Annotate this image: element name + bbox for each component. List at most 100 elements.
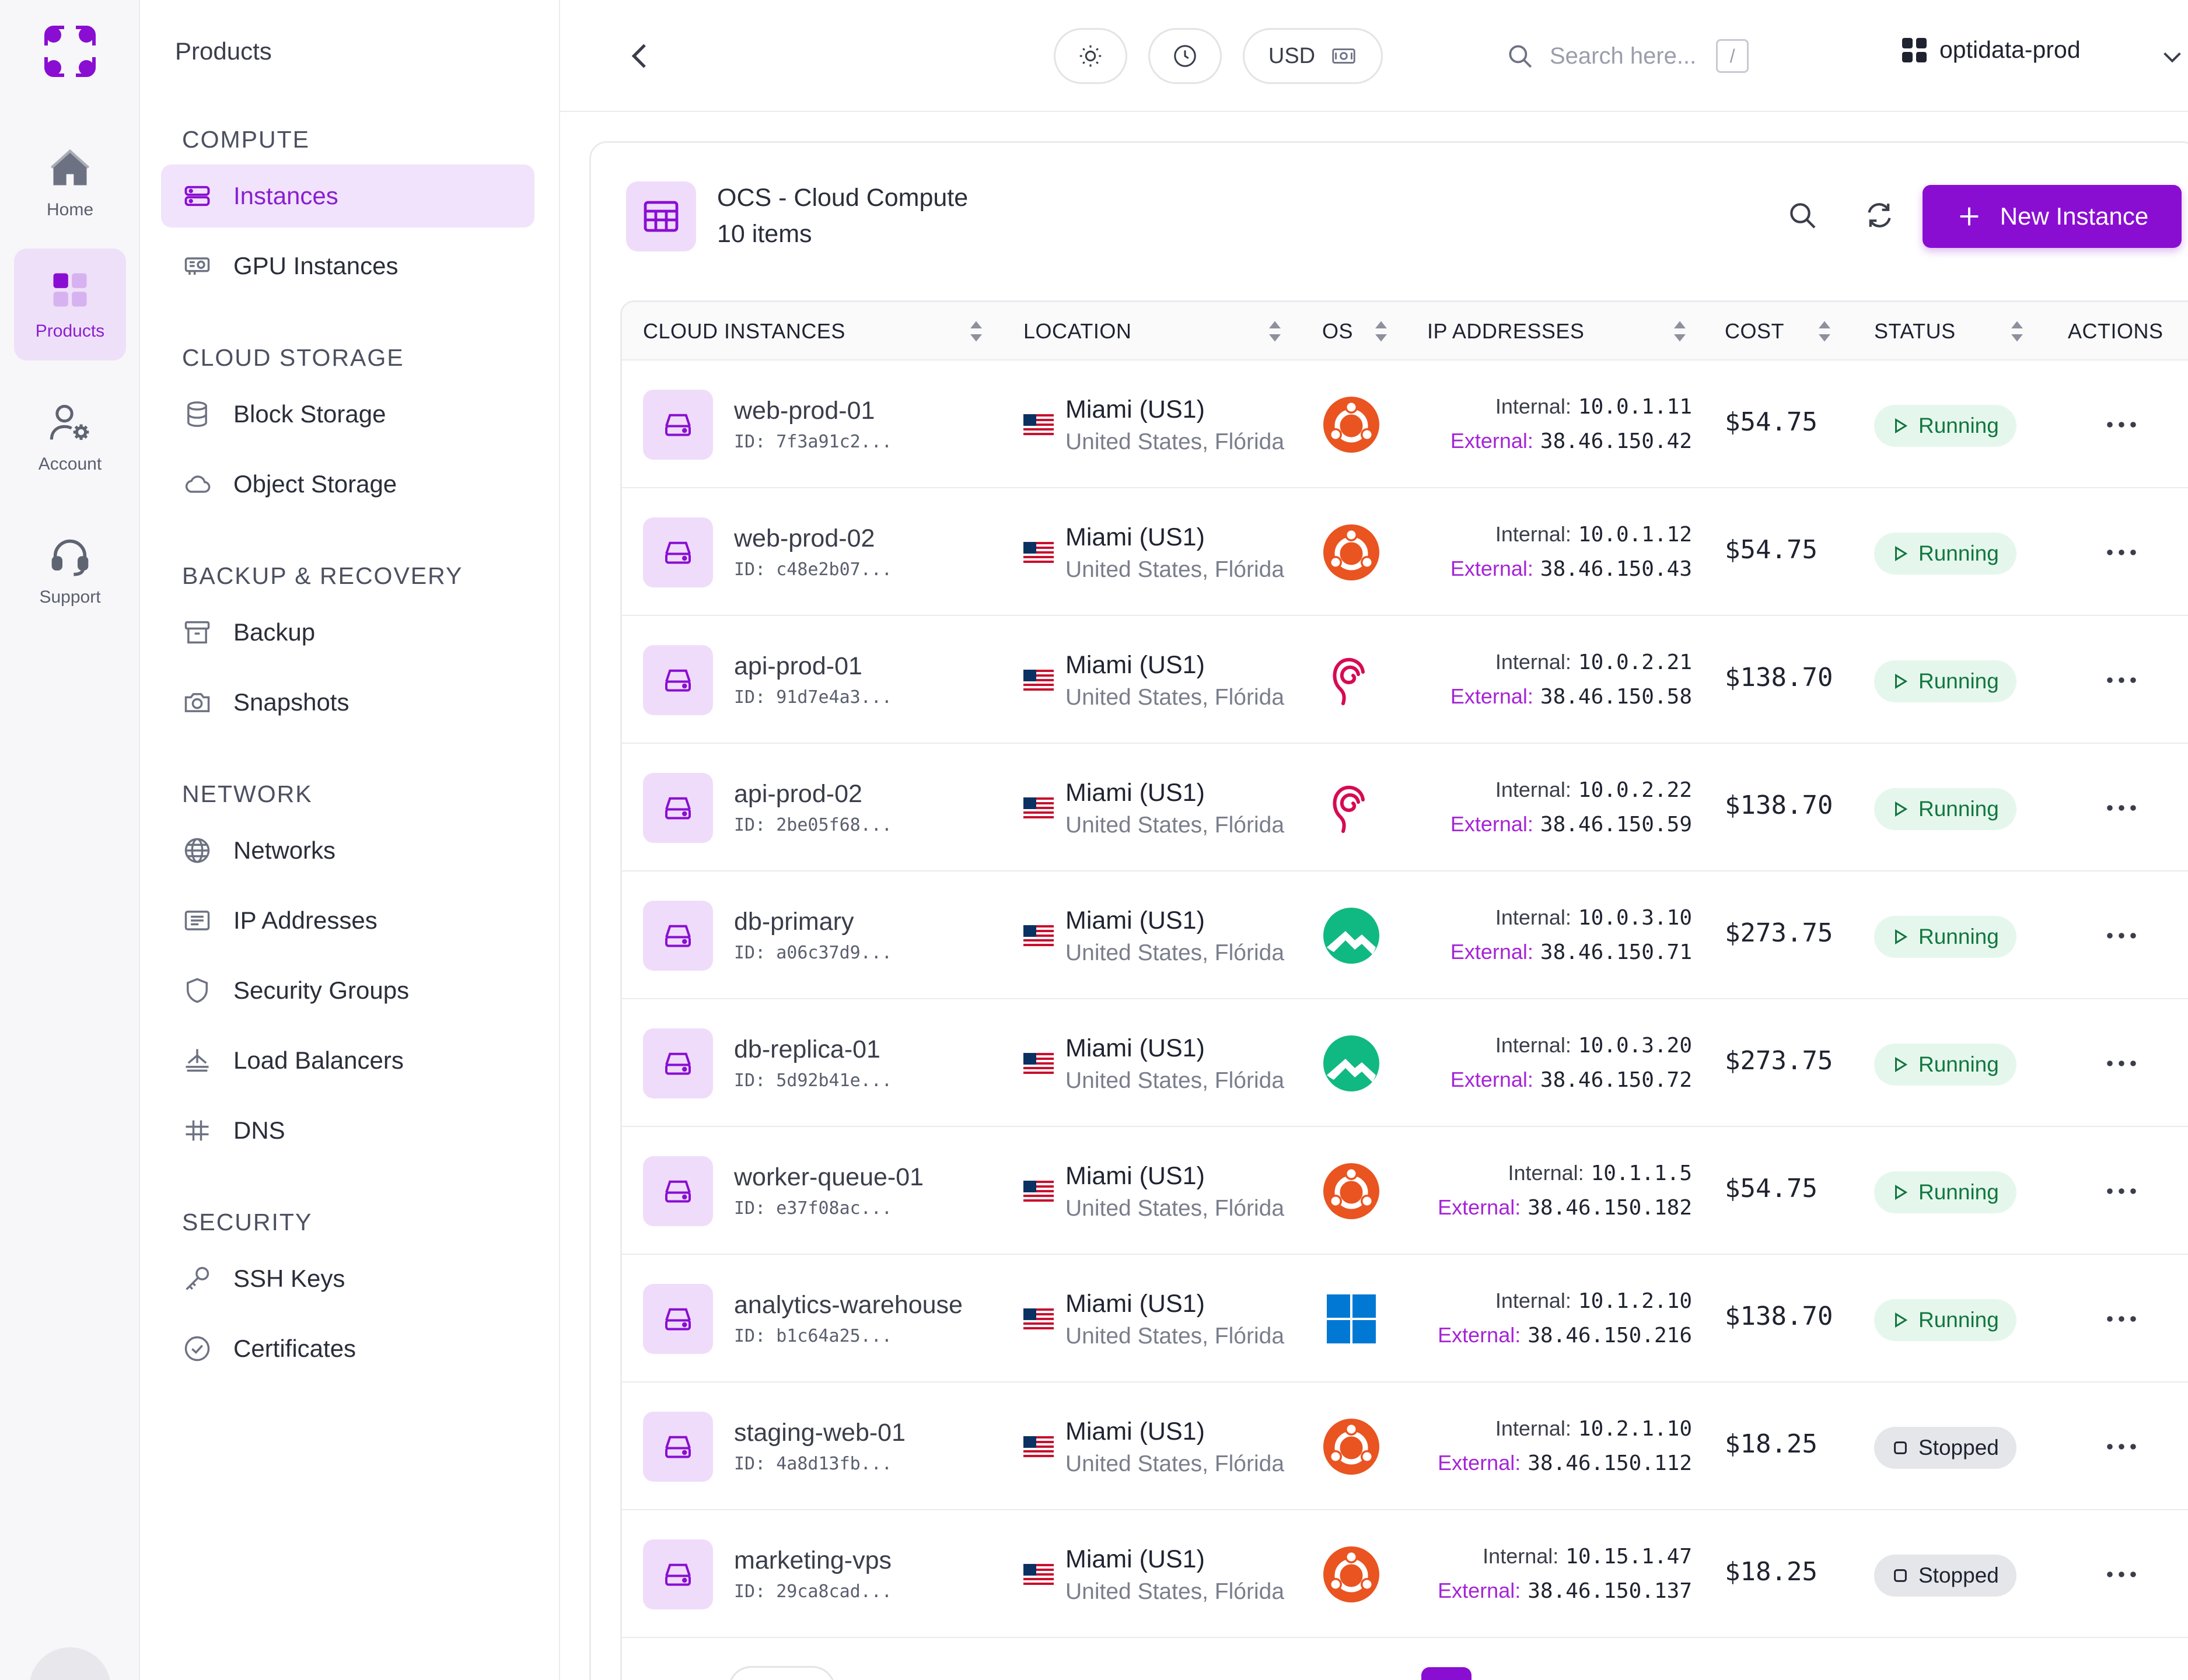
column-header-ip-addresses[interactable]: IP ADDRESSES <box>1427 319 1585 343</box>
sidebar-item-label: SSH Keys <box>233 1265 345 1292</box>
back-chevron-icon[interactable] <box>624 40 657 72</box>
instance-name[interactable]: web-prod-02 <box>734 524 875 552</box>
instance-name[interactable]: analytics-warehouse <box>734 1291 963 1319</box>
more-actions-icon[interactable] <box>2104 796 2139 820</box>
location-name: Miami (US1) <box>1065 396 1205 424</box>
us-flag-icon <box>1023 797 1054 818</box>
instance-id: ID: 7f3a91c2... <box>734 432 892 452</box>
table-row[interactable]: db-primary ID: a06c37d9... Miami (US1) U… <box>622 872 2188 999</box>
more-actions-icon[interactable] <box>2104 413 2139 436</box>
instances-card: OCS - Cloud Compute 10 items New Instanc… <box>589 141 2188 1680</box>
user-avatar[interactable] <box>29 1647 111 1680</box>
rail-item-account[interactable]: Account <box>14 382 126 494</box>
sort-icon[interactable] <box>1266 320 1284 343</box>
table-row[interactable]: marketing-vps ID: 29ca8cad... Miami (US1… <box>622 1510 2188 1638</box>
sidebar-item-ip-addresses[interactable]: IP Addresses <box>161 889 534 952</box>
sort-icon[interactable] <box>1372 320 1390 343</box>
sidebar-item-ssh-keys[interactable]: SSH Keys <box>161 1247 534 1310</box>
column-header-location[interactable]: LOCATION <box>1023 319 1132 343</box>
sidebar-item-block-storage[interactable]: Block Storage <box>161 383 534 446</box>
location-name: Miami (US1) <box>1065 1162 1205 1190</box>
search-icon <box>1509 45 1532 68</box>
sidebar-item-instances[interactable]: Instances <box>161 164 534 228</box>
chevron-down-icon[interactable] <box>2159 43 2186 70</box>
instance-name[interactable]: db-primary <box>734 908 854 936</box>
sidebar-item-networks[interactable]: Networks <box>161 819 534 882</box>
global-search[interactable]: Search here... / <box>1505 34 1749 78</box>
search-icon[interactable] <box>1786 199 1819 232</box>
currency-selector[interactable]: USD <box>1243 28 1383 84</box>
internal-ip: Internal: 10.0.3.20 <box>1495 1033 1692 1058</box>
sidebar-item-load-balancers[interactable]: Load Balancers <box>161 1029 534 1092</box>
history-button[interactable] <box>1148 28 1222 84</box>
column-header-cost[interactable]: COST <box>1725 319 1785 343</box>
hard-drive-icon <box>643 773 713 843</box>
table-row[interactable]: api-prod-02 ID: 2be05f68... Miami (US1) … <box>622 744 2188 872</box>
table-row[interactable]: web-prod-02 ID: c48e2b07... Miami (US1) … <box>622 488 2188 616</box>
refresh-icon[interactable] <box>1863 199 1896 232</box>
more-actions-icon[interactable] <box>2104 1435 2139 1458</box>
theme-toggle-button[interactable] <box>1054 28 1127 84</box>
sort-icon[interactable] <box>1671 320 1689 343</box>
more-actions-icon[interactable] <box>2104 1052 2139 1075</box>
sidebar-item-gpu-instances[interactable]: GPU Instances <box>161 235 534 298</box>
more-actions-icon[interactable] <box>2104 541 2139 564</box>
external-ip-label: External: <box>1450 429 1533 453</box>
sidebar-item-label: Security Groups <box>233 977 410 1004</box>
table-row[interactable]: staging-web-01 ID: 4a8d13fb... Miami (US… <box>622 1382 2188 1510</box>
os-logo-slot <box>1322 1290 1380 1348</box>
table-row[interactable]: worker-queue-01 ID: e37f08ac... Miami (U… <box>622 1127 2188 1255</box>
status-badge: Running <box>1874 1299 2016 1341</box>
new-instance-button[interactable]: New Instance <box>1923 185 2182 248</box>
more-actions-icon[interactable] <box>2104 1307 2139 1331</box>
instance-name[interactable]: staging-web-01 <box>734 1419 906 1447</box>
instance-name[interactable]: api-prod-01 <box>734 652 862 680</box>
more-actions-icon[interactable] <box>2104 668 2139 692</box>
brand-logo[interactable] <box>41 22 99 80</box>
more-actions-icon[interactable] <box>2104 1180 2139 1203</box>
table-row[interactable]: db-replica-01 ID: 5d92b41e... Miami (US1… <box>622 999 2188 1127</box>
sidebar-item-object-storage[interactable]: Object Storage <box>161 453 534 516</box>
table-row[interactable]: api-prod-01 ID: 91d7e4a3... Miami (US1) … <box>622 616 2188 744</box>
shield-icon <box>187 978 208 1003</box>
table-row[interactable]: analytics-warehouse ID: b1c64a25... Miam… <box>622 1255 2188 1382</box>
column-header-actions: ACTIONS <box>2068 319 2163 343</box>
internal-ip-label: Internal: <box>1495 905 1571 929</box>
sort-icon[interactable] <box>2008 320 2026 343</box>
sort-icon[interactable] <box>1816 320 1833 343</box>
sidebar-item-security-groups[interactable]: Security Groups <box>161 959 534 1022</box>
instance-name[interactable]: worker-queue-01 <box>734 1163 924 1191</box>
internal-ip-value: 10.15.1.47 <box>1565 1545 1692 1569</box>
status-badge: Running <box>1874 1044 2016 1086</box>
column-header-os[interactable]: OS <box>1322 319 1354 343</box>
rail-item-home[interactable]: Home <box>14 127 126 239</box>
instance-name[interactable]: db-replica-01 <box>734 1035 880 1063</box>
column-header-status[interactable]: STATUS <box>1874 319 1956 343</box>
sidebar-item-backup[interactable]: Backup <box>161 601 534 664</box>
os-logo-slot <box>1322 651 1380 709</box>
sun-icon <box>1079 45 1102 67</box>
more-actions-icon[interactable] <box>2104 924 2139 947</box>
rail-item-products[interactable]: Products <box>14 249 126 360</box>
project-selector[interactable]: optidata-prod <box>1902 36 2081 64</box>
sidebar-item-snapshots[interactable]: Snapshots <box>161 671 534 734</box>
section-heading-backup: BACKUP & RECOVERY <box>182 562 463 589</box>
pagination-current-page[interactable] <box>1421 1667 1472 1680</box>
pagination-previous-button[interactable] <box>728 1666 836 1680</box>
sort-icon[interactable] <box>967 320 985 343</box>
more-actions-icon[interactable] <box>2104 1563 2139 1586</box>
sidebar-item-dns[interactable]: DNS <box>161 1099 534 1162</box>
external-ip-label: External: <box>1450 556 1533 580</box>
internal-ip-label: Internal: <box>1495 1416 1571 1440</box>
ip-list-icon <box>184 911 210 930</box>
rail-item-support[interactable]: Support <box>14 514 126 626</box>
sidebar-item-certificates[interactable]: Certificates <box>161 1317 534 1380</box>
table-row[interactable]: web-prod-01 ID: 7f3a91c2... Miami (US1) … <box>622 360 2188 488</box>
instance-name[interactable]: api-prod-02 <box>734 780 862 808</box>
us-flag-icon <box>1023 542 1054 563</box>
instance-name[interactable]: marketing-vps <box>734 1546 892 1574</box>
play-icon <box>1895 929 1908 944</box>
column-header-cloud-instances[interactable]: CLOUD INSTANCES <box>643 319 845 343</box>
internal-ip-value: 10.0.1.12 <box>1578 523 1692 547</box>
instance-name[interactable]: web-prod-01 <box>734 397 875 425</box>
